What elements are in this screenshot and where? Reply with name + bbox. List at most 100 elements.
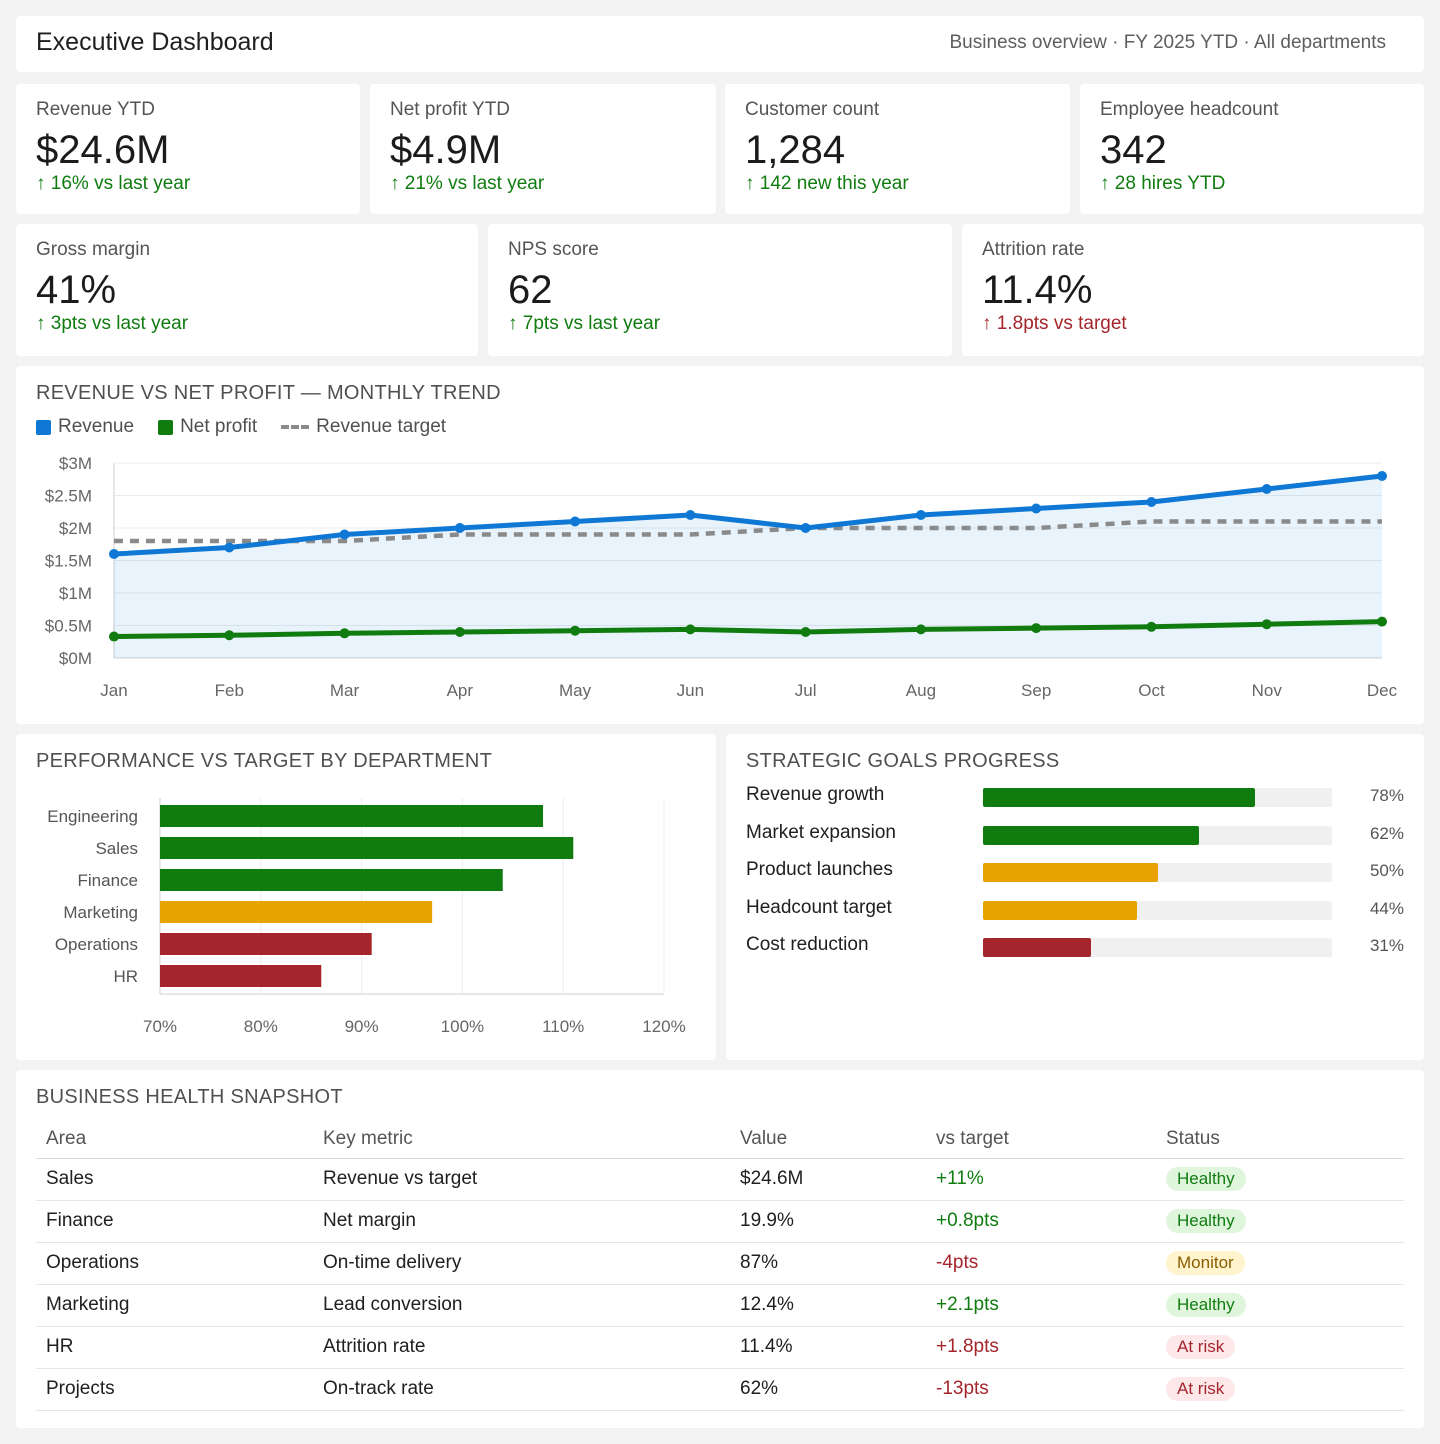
goal-label: Market expansion xyxy=(746,821,896,843)
x-tick-label: Apr xyxy=(447,681,474,700)
legend-swatch-revenue xyxy=(36,419,51,435)
bar-finance[interactable] xyxy=(160,869,503,891)
status-badge: Healthy xyxy=(1166,1167,1246,1191)
category-label: Operations xyxy=(55,935,138,954)
table-row[interactable]: Projects On-track rate 62% -13pts At risk xyxy=(36,1368,1404,1411)
x-tick-label: 120% xyxy=(642,1017,685,1036)
data-point-revenue[interactable] xyxy=(1031,503,1042,514)
data-point-revenue[interactable] xyxy=(915,510,926,520)
cell-area: Operations xyxy=(36,1242,313,1285)
y-tick-label: $2.5M xyxy=(45,487,92,506)
data-point-revenue[interactable] xyxy=(1377,471,1387,481)
x-tick-label: 100% xyxy=(441,1017,484,1036)
x-tick-label: Sep xyxy=(1021,681,1051,700)
data-point-revenue[interactable] xyxy=(1261,484,1272,494)
data-point-net-profit[interactable] xyxy=(224,630,235,641)
kpi-value: 1,284 xyxy=(745,128,846,172)
table-row[interactable]: Finance Net margin 19.9% +0.8pts Healthy xyxy=(36,1200,1404,1243)
kpi-delta: ↑ 1.8pts vs target xyxy=(982,313,1127,334)
kpi-delta: ↑ 142 new this year xyxy=(745,173,909,194)
table-row[interactable]: HR Attrition rate 11.4% +1.8pts At risk xyxy=(36,1326,1404,1369)
legend-swatch-net-profit xyxy=(158,419,174,435)
y-tick-label: $3M xyxy=(59,454,92,473)
data-point-revenue[interactable] xyxy=(109,549,119,559)
dept-chart-title: PERFORMANCE VS TARGET BY DEPARTMENT xyxy=(36,750,493,772)
legend-item-revenue: Revenue xyxy=(36,416,134,438)
kpi-value: $4.9M xyxy=(390,128,502,172)
data-point-net-profit[interactable] xyxy=(339,628,350,639)
goal-progress-track xyxy=(983,900,1332,920)
data-point-net-profit[interactable] xyxy=(109,631,119,642)
data-point-revenue[interactable] xyxy=(570,516,581,527)
kpi-label: Net profit YTD xyxy=(390,99,511,120)
y-tick-label: $2M xyxy=(59,519,92,538)
data-point-revenue[interactable] xyxy=(454,523,465,533)
status-badge: At risk xyxy=(1166,1335,1236,1359)
y-tick-label: $1.5M xyxy=(45,552,92,571)
kpi-label: Revenue YTD xyxy=(36,99,155,120)
category-label: Marketing xyxy=(63,903,138,922)
kpi-card-gross-margin: Gross margin 41% ↑ 3pts vs last year xyxy=(16,224,478,356)
cell-area: Finance xyxy=(36,1200,313,1243)
data-point-net-profit[interactable] xyxy=(685,624,696,635)
status-badge: Healthy xyxy=(1166,1293,1246,1317)
cell-area: Projects xyxy=(36,1368,313,1411)
goal-progress-track xyxy=(983,938,1332,957)
x-tick-label: Jan xyxy=(100,681,127,700)
cell-status: At risk xyxy=(1156,1368,1404,1411)
kpi-delta: ↑ 21% vs last year xyxy=(390,173,545,194)
x-tick-label: 80% xyxy=(244,1017,278,1036)
data-point-net-profit[interactable] xyxy=(1031,623,1042,634)
cell-metric: On-track rate xyxy=(313,1368,730,1411)
kpi-delta: ↑ 7pts vs last year xyxy=(508,313,661,334)
table-row[interactable]: Operations On-time delivery 87% -4pts Monito… xyxy=(36,1242,1404,1285)
cell-value: $24.6M xyxy=(730,1158,926,1201)
goal-progress-track xyxy=(983,863,1332,882)
cell-metric: Attrition rate xyxy=(313,1326,730,1369)
goal-row: Cost reduction 31% xyxy=(746,934,1404,958)
data-point-revenue[interactable] xyxy=(685,510,696,520)
goal-label: Cost reduction xyxy=(746,934,869,955)
x-tick-label: Dec xyxy=(1367,681,1398,700)
page-subtitle: Business overview · FY 2025 YTD · All de… xyxy=(949,32,1387,53)
data-point-net-profit[interactable] xyxy=(570,625,581,636)
kpi-value: 62 xyxy=(508,268,553,312)
kpi-delta: ↑ 3pts vs last year xyxy=(36,313,189,334)
data-point-revenue[interactable] xyxy=(1146,497,1157,507)
data-point-net-profit[interactable] xyxy=(800,627,811,637)
cell-vs-target: +2.1pts xyxy=(926,1284,1156,1327)
cell-status: Monitor xyxy=(1156,1242,1404,1285)
data-point-revenue[interactable] xyxy=(339,529,350,540)
cell-value: 62% xyxy=(730,1368,926,1411)
legend-label-revenue: Revenue xyxy=(58,416,135,437)
bar-sales[interactable] xyxy=(160,837,574,859)
data-point-net-profit[interactable] xyxy=(454,627,465,637)
x-tick-label: 110% xyxy=(542,1017,584,1036)
data-point-net-profit[interactable] xyxy=(1377,616,1387,627)
data-point-net-profit[interactable] xyxy=(1146,621,1157,632)
x-tick-label: 70% xyxy=(143,1017,177,1036)
x-tick-label: May xyxy=(559,681,592,700)
goal-percent: 31% xyxy=(1369,936,1404,955)
goal-percent: 50% xyxy=(1369,861,1404,880)
x-tick-label: Mar xyxy=(330,681,360,700)
column-header-vs-target: vs target xyxy=(926,1122,1156,1159)
data-point-revenue[interactable] xyxy=(800,523,811,533)
bar-hr[interactable] xyxy=(160,965,322,987)
trend-chart-legend: Revenue Net profit Revenue target xyxy=(36,416,470,438)
table-row[interactable]: Marketing Lead conversion 12.4% +2.1pts Heal… xyxy=(36,1284,1404,1327)
bar-operations[interactable] xyxy=(160,933,372,955)
data-point-net-profit[interactable] xyxy=(1261,619,1272,630)
bar-engineering[interactable] xyxy=(160,805,544,827)
cell-status: Healthy xyxy=(1156,1284,1404,1327)
series-line-revenue xyxy=(113,473,1383,557)
column-header-metric: Key metric xyxy=(313,1122,730,1159)
series-line-revenue-target xyxy=(114,519,1382,544)
health-card: BUSINESS HEALTH SNAPSHOT Area Key metric… xyxy=(16,1070,1424,1428)
table-row[interactable]: Sales Revenue vs target $24.6M +11% Healthy xyxy=(36,1158,1404,1201)
header-bar: Executive Dashboard Business overview · … xyxy=(16,16,1424,72)
data-point-revenue[interactable] xyxy=(224,542,235,553)
data-point-net-profit[interactable] xyxy=(915,624,926,635)
status-badge: Monitor xyxy=(1166,1251,1245,1275)
bar-marketing[interactable] xyxy=(160,901,433,923)
